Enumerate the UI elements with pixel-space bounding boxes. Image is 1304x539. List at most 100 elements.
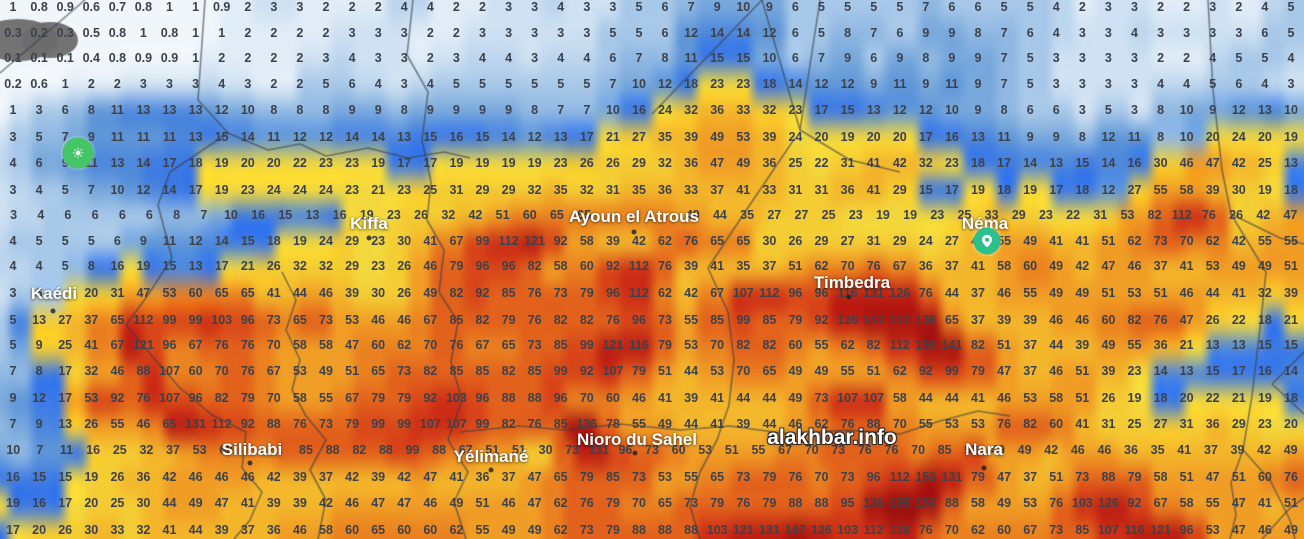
grid-value: 95 [840,496,855,510]
grid-value: 85 [710,313,725,327]
grid-value: 36 [762,156,777,170]
grid-value: 79 [579,286,594,300]
grid-value: 3 [1104,0,1112,14]
grid-value: 12 [1101,130,1116,144]
grid-value: 53 [971,417,985,431]
grid-value: 32 [762,103,777,117]
grid-value: 107 [159,364,180,378]
grid-value: 79 [579,470,594,484]
city-label: Nioro du Sahel [577,430,697,449]
grid-value: 96 [501,259,516,273]
grid-value: 44 [944,391,959,405]
grid-value: 49 [991,443,1005,457]
grid-value: 85 [449,313,464,327]
grid-value: 6 [35,156,43,170]
grid-value: 19 [1023,183,1038,197]
grid-value: 41 [266,286,281,300]
grid-value: 8 [1157,130,1165,144]
grid-value: 31 [1093,208,1108,222]
grid-value: 2 [426,26,434,40]
grid-value: 47 [527,496,542,510]
grid-value: 62 [397,338,412,352]
grid-value: 92 [814,313,829,327]
grid-value: 20 [1205,130,1220,144]
grid-value: 6 [1052,103,1060,117]
grid-value: 76 [840,417,855,431]
grid-value: 4 [557,0,565,14]
grid-value: 96 [788,286,803,300]
grid-value: 35 [736,259,751,273]
grid-value: 19 [903,208,918,222]
grid-value: 76 [1049,496,1064,510]
grid-value: 20 [892,130,907,144]
grid-value: 36 [684,156,699,170]
grid-value: 112 [498,234,519,248]
grid-value: 4 [400,0,408,14]
grid-value: 5 [531,77,539,91]
grid-value: 8 [1157,103,1165,117]
grid-value: 79 [501,313,516,327]
grid-value: 23 [848,208,863,222]
grid-value: 107 [837,391,859,405]
grid-value: 15 [1205,364,1220,378]
grid-value: 46 [423,259,438,273]
grid-value: 16 [251,208,266,222]
grid-value: 41 [710,417,725,431]
grid-value: 14 [1153,364,1168,378]
grid-value: 46 [240,470,255,484]
grid-value: 47 [371,496,386,510]
grid-value: 42 [1231,156,1246,170]
grid-value: 18 [997,183,1012,197]
grid-value: 14 [788,77,803,91]
grid-value: 6 [64,208,72,222]
grid-value: 76 [579,496,594,510]
grid-value: 6 [1026,103,1034,117]
grid-value: 5 [61,259,69,273]
grid-value: 12 [32,391,47,405]
grid-value: 60 [188,286,203,300]
grid-value: 37 [84,313,99,327]
grid-value: 49 [1283,443,1298,457]
grid-value: 46 [1179,286,1194,300]
grid-value: 18 [762,77,777,91]
grid-value: 6 [870,51,878,65]
grid-value: 4 [35,183,43,197]
grid-value: 41 [1075,234,1090,248]
grid-value: 17 [944,183,959,197]
grid-value: 76 [527,417,542,431]
grid-value: 53 [345,313,360,327]
grid-value: 47 [136,286,151,300]
grid-value: 41 [710,259,725,273]
grid-value: 11 [267,130,281,144]
grid-value: 51 [345,364,360,378]
grid-value: 29 [475,183,490,197]
grid-value: 41 [658,391,672,405]
grid-value: 4 [583,51,591,65]
location-pin-icon[interactable] [973,227,1001,255]
grid-value: 5 [870,0,878,14]
grid-value: 2 [426,51,434,65]
grid-value: 116 [889,523,910,537]
grid-value: 85 [475,364,490,378]
grid-value: 2 [87,77,95,91]
grid-value: 7 [922,0,930,14]
grid-value: 9 [922,77,930,91]
grid-value: 36 [1205,417,1220,431]
sun-marker-icon[interactable]: ☀ [62,137,94,169]
grid-value: 16 [86,443,101,457]
grid-value: 76 [527,286,542,300]
grid-value: 79 [762,470,777,484]
grid-value: 22 [1231,313,1246,327]
grid-value: 96 [814,286,829,300]
grid-value: 92 [110,391,125,405]
grid-value: 19 [501,156,516,170]
grid-value: 25 [1127,417,1142,431]
grid-value: 79 [605,496,620,510]
grid-value: 85 [1075,523,1090,537]
grid-value: 58 [553,259,568,273]
grid-value: 51 [1101,234,1116,248]
grid-value: 10 [736,0,751,14]
grid-value: 41 [866,183,881,197]
